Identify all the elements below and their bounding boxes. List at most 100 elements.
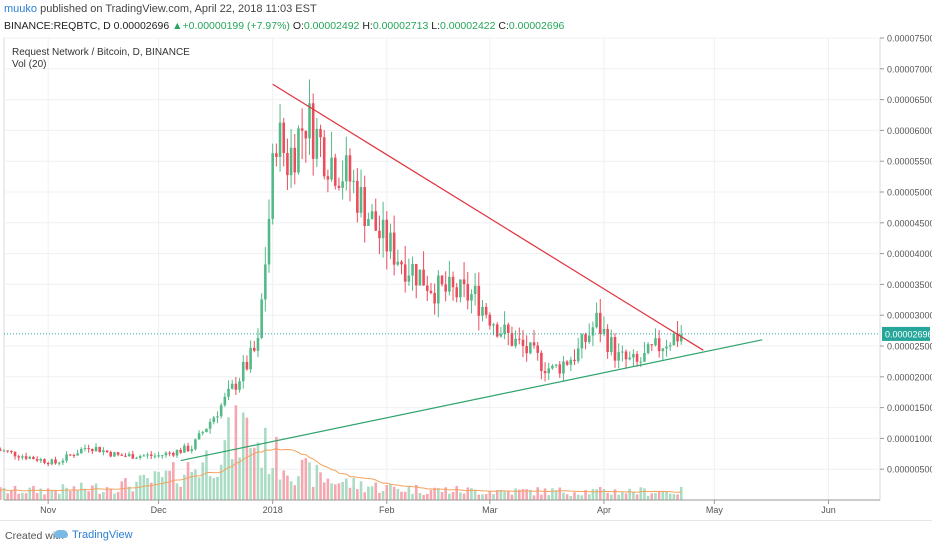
low-label: L: — [431, 20, 440, 32]
volume-bar — [359, 481, 363, 500]
change-up-icon: ▲ — [172, 20, 183, 32]
tradingview-logo[interactable]: TradingView — [54, 529, 133, 541]
volume-bar — [80, 482, 83, 500]
volume-bar — [477, 494, 481, 500]
last-price-label: 0.00002696 — [885, 329, 932, 339]
volume-bar — [32, 485, 35, 500]
volume-bar — [551, 488, 554, 500]
volume-bar — [17, 493, 21, 500]
volume-bar — [396, 488, 400, 500]
volume-bar — [657, 491, 661, 500]
candle-body — [414, 264, 418, 286]
candle-body — [345, 155, 348, 182]
volume-bar — [76, 490, 79, 500]
candle-body — [610, 337, 613, 353]
volume-bar — [621, 492, 624, 500]
volume-bar — [370, 486, 374, 500]
y-tick-label: 0.00001500 — [887, 403, 932, 413]
candle-body — [543, 371, 547, 374]
volume-bar — [437, 488, 440, 500]
candle-body — [529, 342, 532, 354]
volume-bar — [422, 494, 425, 500]
volume-bar — [271, 468, 274, 500]
candle-body — [164, 452, 168, 456]
candle-body — [76, 453, 79, 456]
candle-body — [470, 294, 473, 301]
close-value: 0.00002696 — [508, 20, 565, 32]
volume-bar — [400, 491, 403, 500]
volume-bar — [602, 488, 606, 500]
x-tick-label: May — [706, 505, 724, 515]
candle-body — [665, 346, 668, 349]
candle-body — [466, 284, 470, 301]
volume-bar — [418, 493, 422, 500]
volume-bar — [113, 493, 116, 500]
volume-bar — [205, 450, 208, 500]
candle-body — [411, 264, 414, 276]
series-title[interactable]: Request Network / Bitcoin, D, BINANCE — [12, 47, 190, 58]
volume-bar — [24, 493, 28, 500]
candle-body — [565, 361, 569, 365]
volume-bar — [153, 471, 157, 500]
candle-body — [102, 450, 105, 453]
candle-body — [109, 451, 113, 457]
y-tick-label: 0.00004000 — [887, 249, 932, 259]
volume-bar — [591, 488, 595, 500]
volume-bar — [315, 464, 319, 500]
candle-body — [201, 432, 205, 434]
volume-bar — [580, 495, 584, 500]
volume-bar — [6, 493, 9, 500]
indicator-label[interactable]: Vol (20) — [12, 59, 47, 70]
candle-body — [32, 456, 35, 460]
y-tick-label: 0.00006000 — [887, 126, 932, 136]
volume-bar — [157, 471, 160, 500]
y-tick-label: 0.00004500 — [887, 218, 932, 228]
candle-body — [43, 459, 46, 463]
candle-body — [46, 462, 50, 465]
volume-bar — [194, 469, 197, 500]
candle-body — [68, 454, 72, 456]
volume-bar — [54, 490, 57, 500]
volume-bar — [462, 493, 466, 500]
volume-bar — [628, 488, 632, 500]
candle-body — [363, 187, 366, 226]
author-link[interactable]: muuko — [4, 3, 38, 15]
candle-body — [488, 314, 492, 326]
volume-bar — [168, 470, 171, 500]
candle-body — [227, 388, 230, 397]
volume-bar — [665, 490, 668, 500]
y-tick-label: 0.00006500 — [887, 95, 932, 105]
candle-body — [503, 324, 506, 334]
price-axis: 0.00007500 0.00007000 0.00006500 0.00006000… — [880, 34, 932, 475]
candle-body — [131, 454, 135, 459]
volume-bar — [635, 494, 639, 500]
volume-bar — [282, 470, 286, 500]
candle-body — [646, 344, 650, 354]
chart-grid — [3, 37, 881, 501]
y-tick-label: 0.00003500 — [887, 280, 932, 290]
volume-bar — [389, 483, 392, 500]
candle-body — [205, 428, 208, 433]
y-tick-label: 0.00005000 — [887, 188, 932, 198]
volume-bar — [105, 487, 109, 500]
candle-body — [160, 455, 164, 457]
candle-body — [157, 455, 160, 457]
candle-body — [94, 446, 98, 452]
candle-body — [661, 348, 665, 352]
volume-bar — [499, 489, 503, 500]
candle-body — [477, 285, 481, 316]
volume-bar — [227, 417, 230, 500]
candle-body — [400, 261, 403, 265]
volume-bar — [466, 487, 470, 500]
last-price-badge — [882, 326, 930, 341]
candle-body — [643, 353, 646, 362]
candle-body — [356, 180, 359, 213]
volume-bar — [613, 489, 617, 500]
volume-bar — [341, 481, 344, 500]
candle-body — [319, 128, 322, 138]
candle-body — [267, 218, 271, 265]
volume-bar — [403, 491, 407, 500]
volume-bar — [68, 490, 72, 500]
candle-body — [330, 157, 333, 180]
price-chart[interactable]: 0.00007500 0.00007000 0.00006500 0.00006000… — [0, 0, 932, 520]
